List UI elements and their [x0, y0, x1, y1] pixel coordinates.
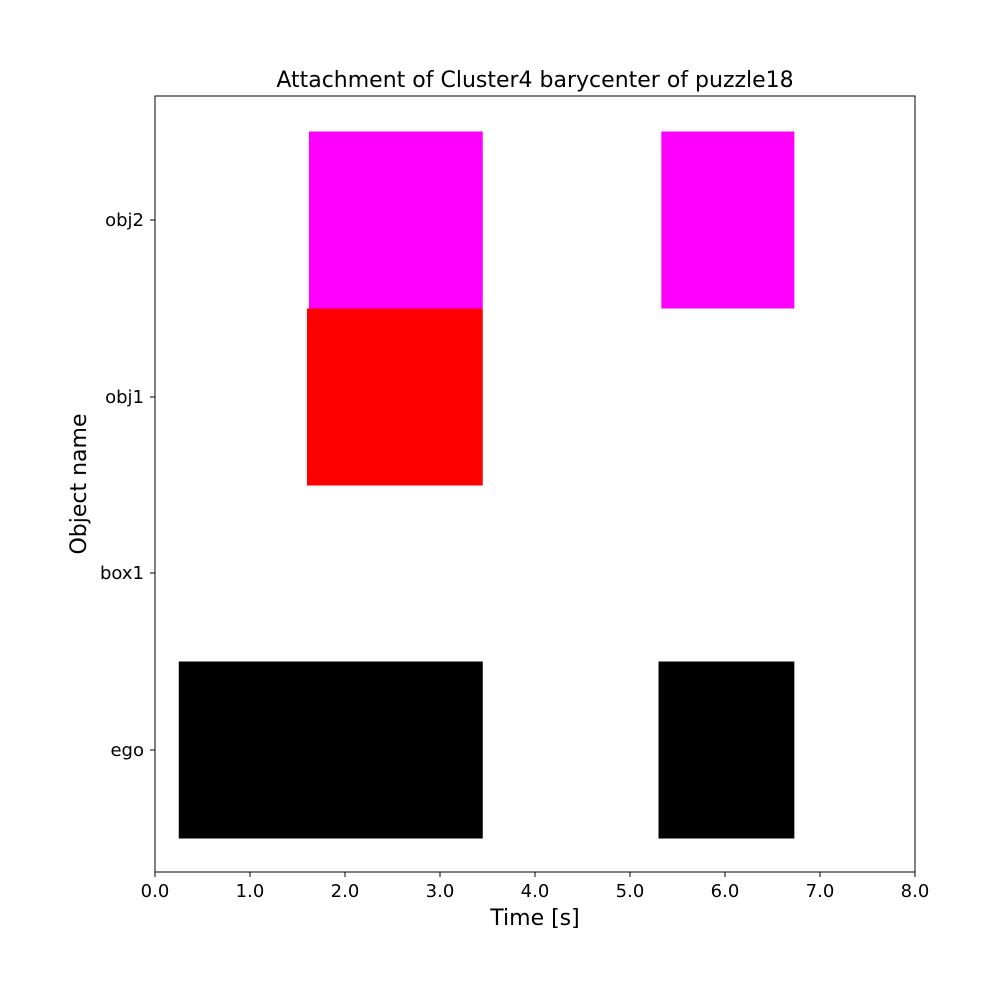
y-tick-label-obj1: obj1	[105, 387, 144, 408]
x-tick-label: 6.0	[711, 881, 740, 902]
y-tick-label-obj2: obj2	[105, 210, 144, 231]
x-tick-label: 2.0	[331, 881, 360, 902]
bar-ego-2	[658, 661, 795, 839]
x-tick-label: 3.0	[426, 881, 455, 902]
y-tick-label-box1: box1	[100, 563, 144, 584]
chart-title: Attachment of Cluster4 barycenter of puz…	[276, 68, 793, 93]
bar-ego-1	[178, 661, 483, 839]
x-tick-label: 7.0	[806, 881, 835, 902]
x-tick-label: 1.0	[236, 881, 265, 902]
bar-obj1-1	[307, 308, 483, 486]
x-tick-label: 8.0	[901, 881, 930, 902]
x-axis: 0.0 1.0 2.0 3.0 4.0 5.0 6.0 7.0 8.0	[141, 872, 930, 902]
x-axis-title: Time [s]	[489, 906, 579, 931]
bar-obj2-2	[661, 131, 795, 309]
bar-obj2-1	[308, 131, 483, 309]
x-tick-label: 5.0	[616, 881, 645, 902]
y-tick-label-ego: ego	[110, 740, 144, 761]
y-axis: ego box1 obj1 obj2	[100, 210, 155, 761]
y-axis-title: Object name	[67, 413, 92, 554]
x-tick-label: 4.0	[521, 881, 550, 902]
x-tick-label: 0.0	[141, 881, 170, 902]
bars-layer	[178, 131, 795, 839]
